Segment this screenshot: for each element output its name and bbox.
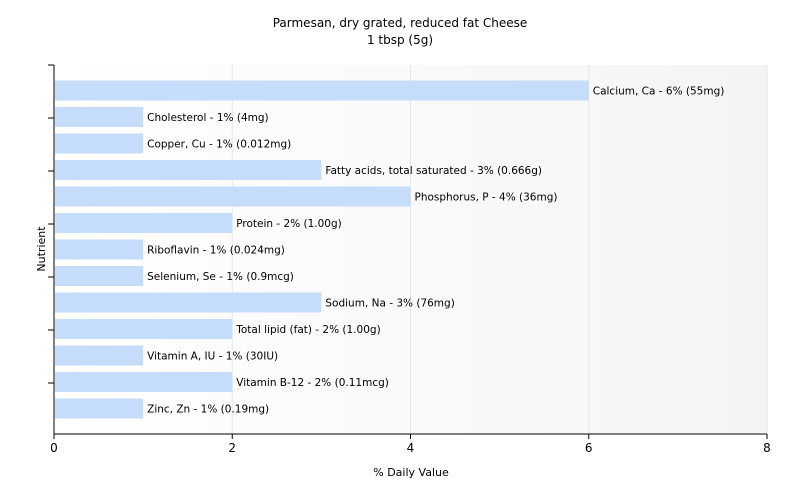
bar: [55, 133, 144, 154]
bar: [55, 213, 233, 233]
bar-label: Phosphorus, P - 4% (36mg): [415, 192, 558, 204]
chart-title: Parmesan, dry grated, reduced fat Cheese: [273, 16, 528, 30]
bar: [55, 372, 233, 392]
bar: [55, 319, 233, 339]
bar: [55, 160, 322, 180]
x-tick-label: 6: [585, 441, 593, 455]
y-axis-label: Nutrient: [35, 226, 48, 272]
bar-label: Sodium, Na - 3% (76mg): [325, 298, 454, 310]
x-tick-label: 0: [50, 441, 58, 455]
bar-label: Fatty acids, total saturated - 3% (0.666…: [325, 165, 542, 177]
bar: [55, 345, 144, 366]
bar: [55, 266, 144, 286]
bar-label: Riboflavin - 1% (0.024mg): [147, 245, 285, 257]
bar-label: Copper, Cu - 1% (0.012mg): [147, 139, 291, 151]
y-ticks: [48, 64, 54, 384]
bar: [55, 292, 322, 313]
x-tick-label: 4: [407, 441, 415, 455]
bar-label: Vitamin A, IU - 1% (30IU): [147, 351, 278, 363]
bar-label: Zinc, Zn - 1% (0.19mg): [147, 404, 269, 416]
bar-labels: Calcium, Ca - 6% (55mg) Cholesterol - 1% …: [147, 86, 724, 416]
bar-label: Vitamin B-12 - 2% (0.11mcg): [236, 377, 389, 389]
x-tick-label: 8: [763, 441, 771, 455]
bar-label: Calcium, Ca - 6% (55mg): [593, 86, 725, 98]
bar-label: Protein - 2% (1.00g): [236, 218, 342, 230]
x-axis-label: % Daily Value: [373, 466, 449, 479]
x-ticks: 0 2 4 6 8: [50, 434, 771, 455]
bars: [55, 80, 589, 419]
bar-label: Cholesterol - 1% (4mg): [147, 112, 269, 124]
chart-subtitle: 1 tbsp (5g): [367, 33, 433, 47]
bar: [55, 80, 589, 101]
bar: [55, 239, 144, 260]
bar-label: Total lipid (fat) - 2% (1.00g): [235, 324, 380, 336]
bar: [55, 107, 144, 127]
bar: [55, 398, 144, 419]
bar: [55, 186, 411, 207]
x-tick-label: 2: [228, 441, 236, 455]
bar-label: Selenium, Se - 1% (0.9mcg): [147, 271, 294, 283]
